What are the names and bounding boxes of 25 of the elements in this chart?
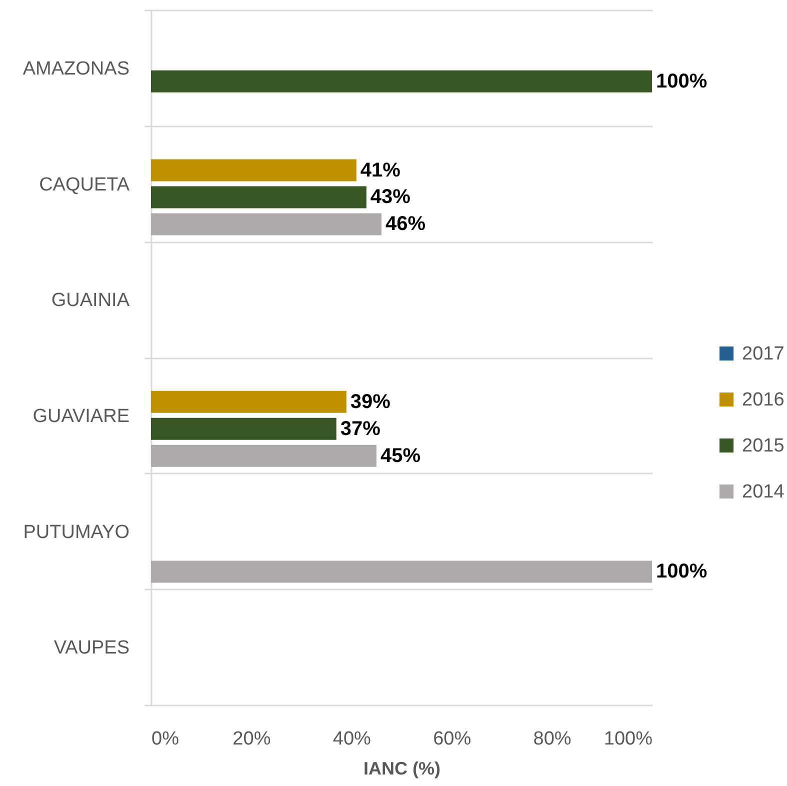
x-axis-title: IANC (%) [364, 758, 440, 778]
data-label: 39% [350, 390, 391, 413]
data-label: 100% [656, 70, 708, 92]
y-tick-label: GUAINIA [51, 290, 130, 312]
data-label: 100% [656, 560, 708, 583]
data-label: 45% [380, 444, 421, 467]
y-tick-label: PUTUMAYO [23, 522, 130, 543]
data-label: 41% [360, 159, 401, 182]
x-tick-label: 60% [433, 728, 472, 750]
legend-label: 2015 [742, 436, 784, 456]
x-tick-label: 80% [533, 728, 572, 750]
x-tick-label: 0% [152, 728, 180, 750]
y-tick-label: AMAZONAS [22, 58, 130, 80]
x-tick-label: 20% [232, 728, 271, 750]
x-tick-label: 40% [332, 728, 372, 750]
legend-label: 2017 [742, 344, 784, 364]
data-label: 43% [370, 186, 411, 208]
data-label: 37% [340, 418, 381, 440]
y-tick-label: VAUPES [54, 638, 130, 659]
x-tick-label: 100% [604, 728, 653, 750]
y-tick-label: GUAVIARE [32, 406, 130, 427]
data-label: 46% [385, 213, 426, 236]
y-tick-label: CAQUETA [39, 174, 130, 196]
legend-label: 2014 [742, 482, 785, 502]
legend-label: 2016 [742, 390, 784, 410]
